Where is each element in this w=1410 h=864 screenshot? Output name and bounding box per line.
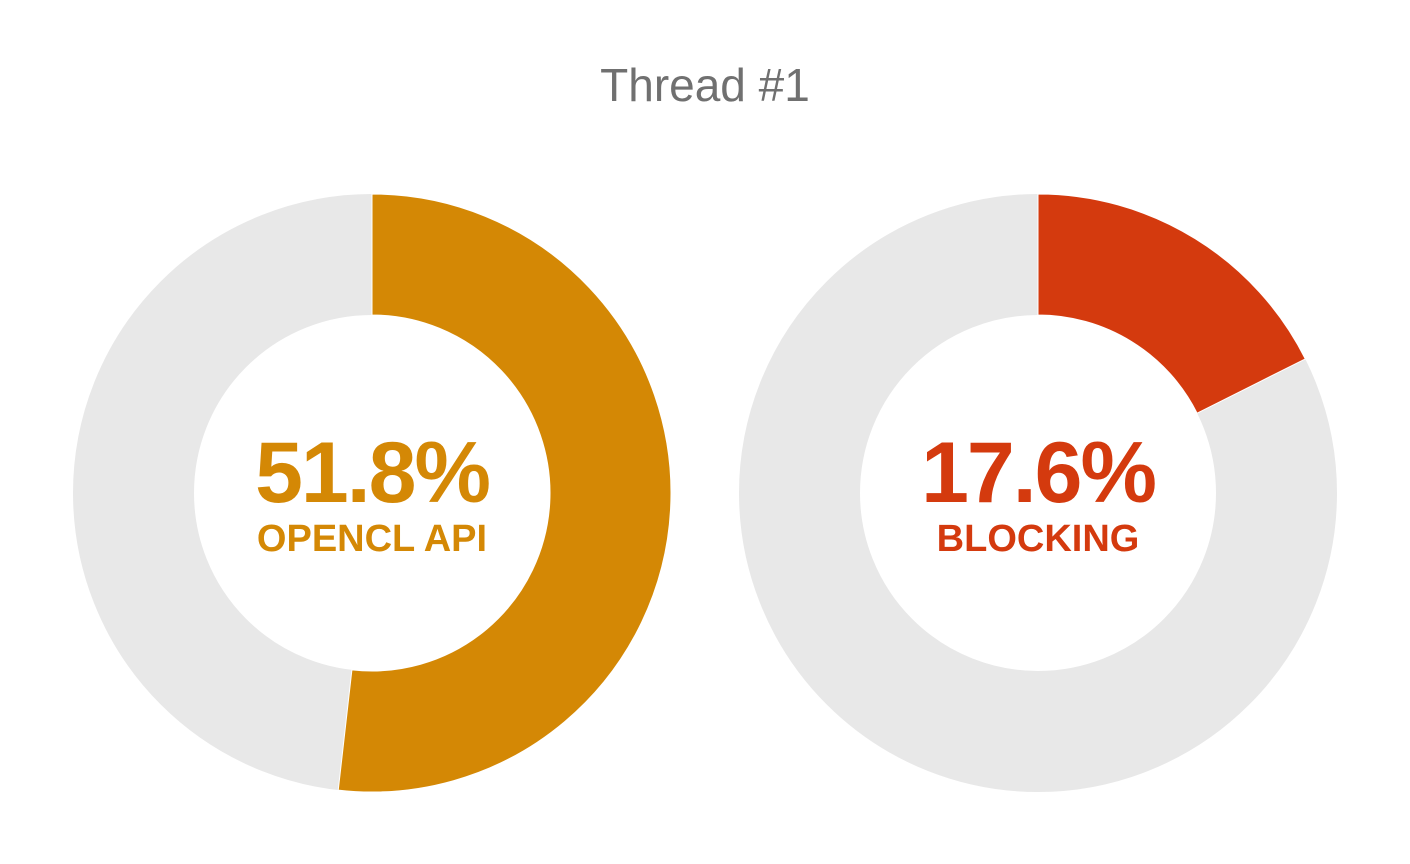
donut-center-label-blocking: 17.6% BLOCKING [858, 430, 1218, 558]
chart-title: Thread #1 [600, 59, 810, 111]
donut-category-label: OPENCL API [256, 518, 488, 560]
donut-slice-opencl [337, 193, 672, 793]
donut-value-label: 17.6% [921, 425, 1157, 521]
donut-blocking [739, 193, 1337, 792]
donut-category-label: BLOCKING [936, 518, 1140, 560]
donut-slice-blocking [1037, 193, 1306, 414]
donut-opencl [73, 193, 672, 793]
donut-center-label-opencl: 51.8% OPENCL API [192, 430, 552, 558]
donut-value-label: 51.8% [255, 425, 491, 521]
